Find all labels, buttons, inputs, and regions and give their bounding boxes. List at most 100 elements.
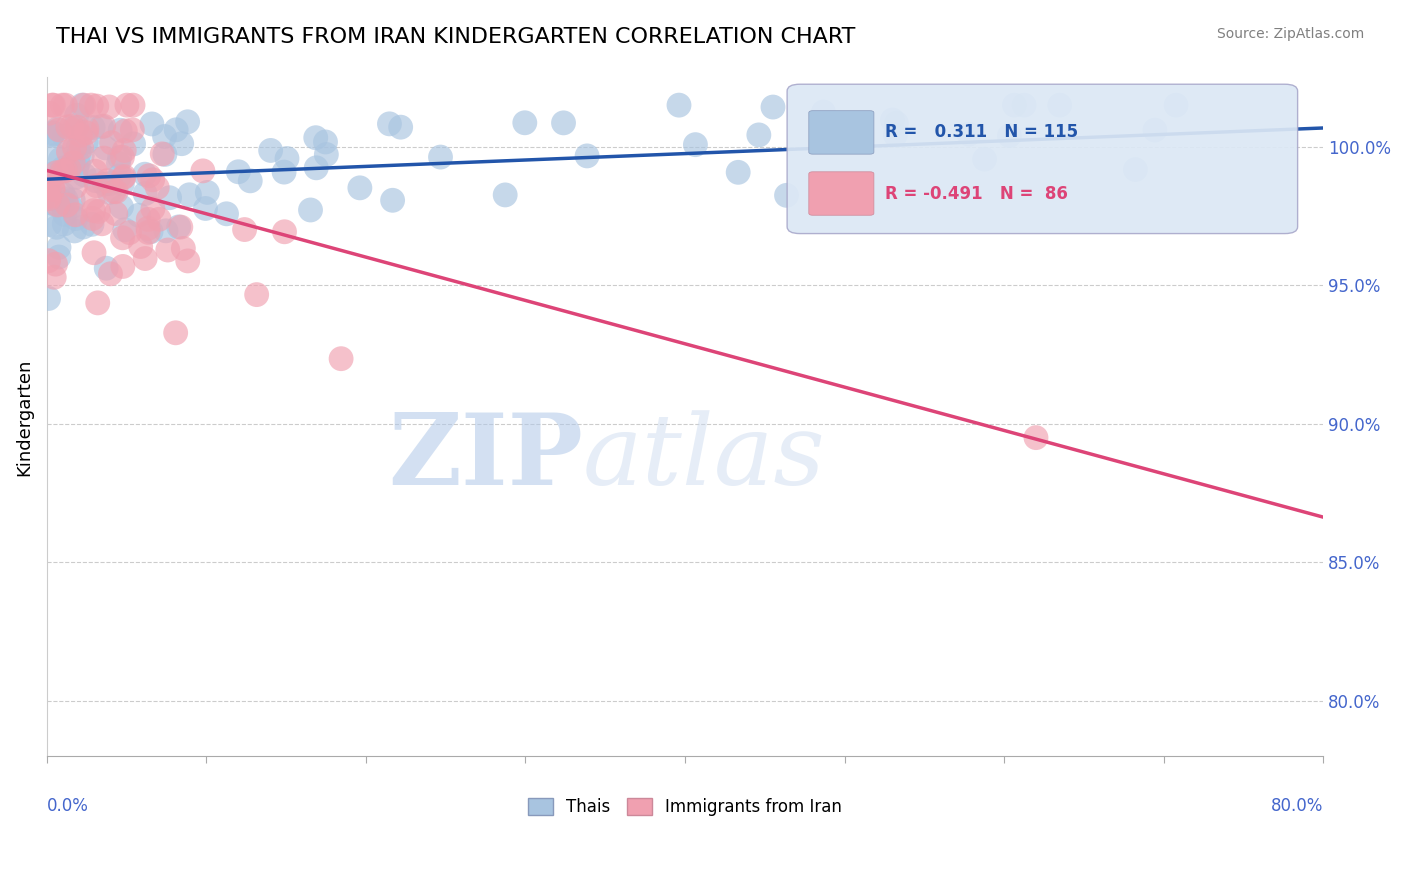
Point [215,207,238,221]
Point [179,187,201,202]
Point [93,177,115,191]
Point [170,136,193,151]
Point [108,150,131,164]
Point [315,135,337,149]
Point [96,261,118,276]
Point [87,296,110,310]
Point [53,217,76,231]
Point [52,187,75,202]
Point [108,169,131,183]
Point [112,170,135,185]
Point [813,105,835,120]
Point [42,98,65,112]
Point [91,217,114,231]
Point [70,98,93,112]
Point [429,150,451,164]
Legend: Thais, Immigrants from Iran: Thais, Immigrants from Iran [522,791,849,822]
Point [762,100,785,114]
Point [86,99,108,113]
Point [41,192,63,206]
Point [63,224,86,238]
Point [104,206,127,220]
Point [141,117,163,131]
Point [75,135,97,149]
Point [72,148,94,162]
Point [84,164,107,178]
Text: Source: ZipAtlas.com: Source: ZipAtlas.com [1216,27,1364,41]
Point [41,128,63,143]
Point [118,226,141,240]
Point [45,166,67,180]
Point [38,189,60,203]
Point [52,161,75,176]
FancyBboxPatch shape [787,84,1298,234]
Point [62,155,84,169]
Point [58,161,80,176]
Point [276,152,298,166]
Point [194,202,217,216]
Point [53,163,76,178]
Point [112,144,135,158]
Point [48,123,70,137]
Text: THAI VS IMMIGRANTS FROM IRAN KINDERGARTEN CORRELATION CHART: THAI VS IMMIGRANTS FROM IRAN KINDERGARTE… [56,27,856,46]
Point [56,198,79,212]
Point [228,165,250,179]
Point [51,198,73,212]
Point [349,181,371,195]
Point [42,183,65,197]
Point [259,144,281,158]
Point [1049,98,1071,112]
Point [159,191,181,205]
Point [142,173,165,187]
Point [80,98,103,112]
Point [136,212,159,227]
Point [76,121,98,136]
Point [48,240,70,254]
Point [170,220,193,235]
Point [122,98,145,112]
Point [49,153,72,167]
Point [136,221,159,235]
Point [59,200,82,214]
Point [45,220,67,235]
Point [112,169,135,184]
Point [886,116,908,130]
Point [111,177,134,191]
Point [176,115,198,129]
Point [53,207,76,221]
Point [87,204,110,219]
Point [494,188,516,202]
Point [44,148,66,162]
Point [273,225,295,239]
Point [38,106,60,120]
Point [775,188,797,202]
Point [957,127,980,141]
Point [75,126,97,140]
Point [84,174,107,188]
Point [60,119,83,133]
Point [128,208,150,222]
Point [100,267,122,281]
Point [93,119,115,133]
Point [110,200,132,214]
Point [67,156,90,170]
Point [748,128,770,142]
Point [685,137,707,152]
Point [65,161,87,176]
Point [191,164,214,178]
Point [98,100,121,114]
Point [576,149,599,163]
Point [115,98,138,112]
Point [42,127,65,141]
Point [153,147,176,161]
Point [96,174,118,188]
Point [142,202,165,216]
Point [122,136,145,151]
Point [136,226,159,240]
Point [381,194,404,208]
Point [114,124,136,138]
Point [93,151,115,165]
Point [67,147,90,161]
Point [121,123,143,137]
Point [82,211,104,226]
